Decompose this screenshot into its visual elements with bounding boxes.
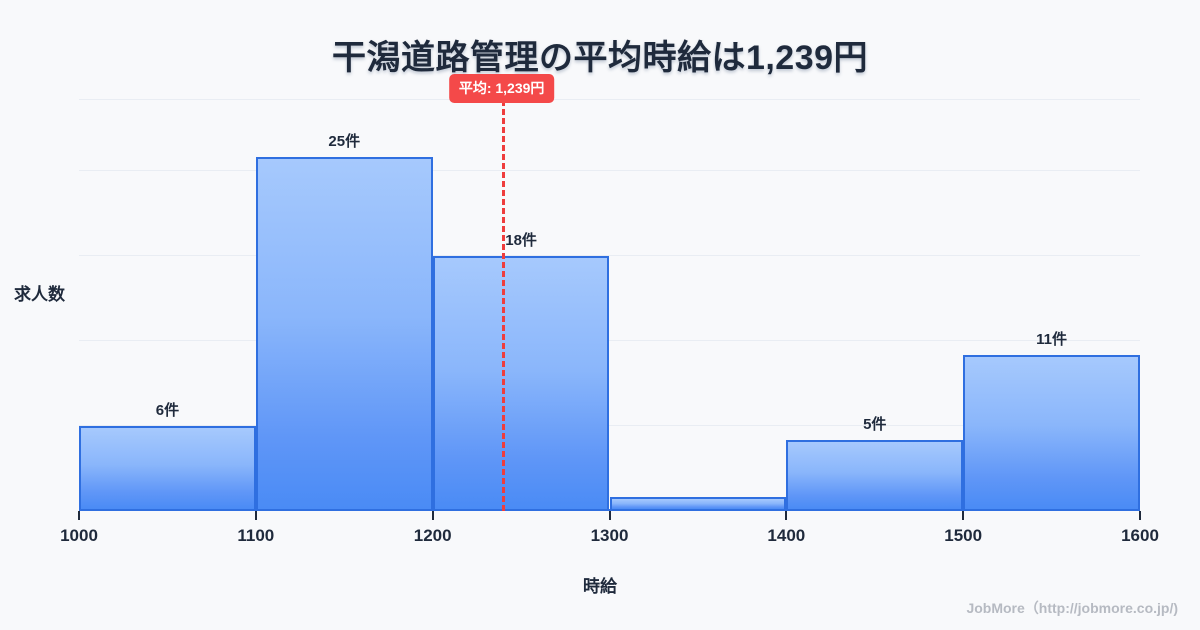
histogram-bar[interactable] xyxy=(786,440,964,511)
gridline xyxy=(79,339,1140,341)
mean-line xyxy=(501,100,505,511)
x-axis-tick xyxy=(1139,511,1141,520)
x-axis-tick-label: 1400 xyxy=(767,526,806,545)
watermark: JobMore（http://jobmore.co.jp/) xyxy=(966,600,1178,616)
x-axis-tick xyxy=(785,511,788,520)
bar-value-label: 5件 xyxy=(863,416,887,434)
x-axis-tick-label: 1000 xyxy=(60,526,98,545)
x-axis-tick-label: 1300 xyxy=(590,526,629,545)
histogram-bar[interactable] xyxy=(432,255,610,511)
gridline xyxy=(79,169,1140,171)
x-axis-tick xyxy=(608,511,611,520)
mean-badge: 平均: 1,239円 xyxy=(448,74,555,103)
histogram-bar[interactable] xyxy=(255,156,433,511)
histogram-bar[interactable] xyxy=(79,425,256,511)
x-axis-tick xyxy=(78,511,80,520)
x-axis-tick xyxy=(431,511,434,520)
histogram-bar[interactable] xyxy=(963,355,1140,511)
gridline xyxy=(79,99,1140,100)
gridline xyxy=(79,254,1140,256)
x-axis-tick-label: 1100 xyxy=(237,526,275,545)
bar-value-label: 6件 xyxy=(155,401,180,419)
x-axis-tick-label: 1500 xyxy=(944,526,983,545)
bar-value-label: 25件 xyxy=(328,132,361,150)
bar-value-label: 18件 xyxy=(505,231,537,249)
x-axis-tick-label: 1600 xyxy=(1121,526,1159,545)
bar-value-label: 11件 xyxy=(1036,331,1068,349)
gridline xyxy=(79,424,1140,426)
x-axis-title: 時給 xyxy=(583,577,617,596)
plot-area: 6件 25件 18件 5件 11件 平均: 1,239円 1000 1100 1200 1300 1… xyxy=(60,74,1159,545)
histogram-bar[interactable] xyxy=(609,496,787,511)
x-axis-tick xyxy=(962,511,965,520)
y-axis-title: 求人数 xyxy=(14,285,65,304)
page-title: 干潟道路管理の平均時給は1,239円 xyxy=(331,39,869,77)
x-axis-tick xyxy=(254,511,257,520)
x-axis-tick-label: 1200 xyxy=(413,526,452,545)
